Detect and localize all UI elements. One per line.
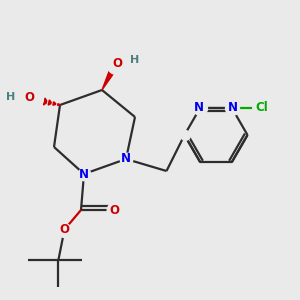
Polygon shape [34,94,38,105]
Polygon shape [53,102,56,105]
Text: N: N [79,167,89,181]
Polygon shape [58,103,60,105]
Text: O: O [110,203,120,217]
Text: O: O [59,223,70,236]
Polygon shape [48,100,51,105]
Text: H: H [130,55,140,65]
Polygon shape [39,96,42,105]
Text: Cl: Cl [255,101,268,114]
Polygon shape [102,63,119,90]
Text: H: H [6,92,15,103]
Text: N: N [228,101,238,114]
Text: N: N [121,152,131,166]
Polygon shape [44,98,47,105]
Text: O: O [112,56,122,70]
Text: N: N [194,101,204,114]
Text: O: O [24,91,34,104]
